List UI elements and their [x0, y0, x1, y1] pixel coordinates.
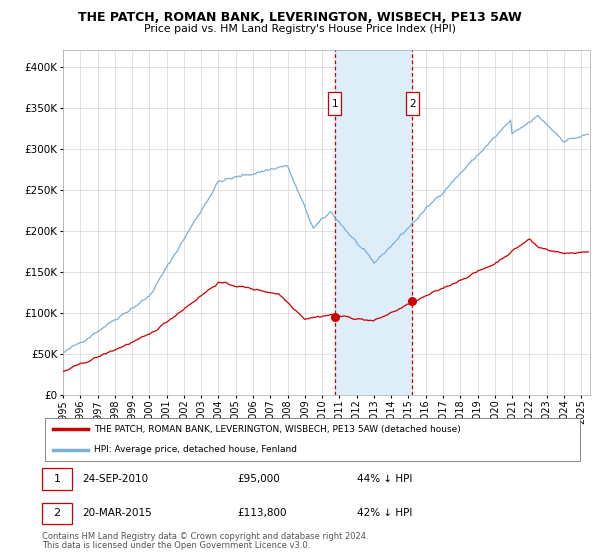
FancyBboxPatch shape [45, 418, 580, 461]
Text: 1: 1 [331, 99, 338, 109]
Text: Contains HM Land Registry data © Crown copyright and database right 2024.: Contains HM Land Registry data © Crown c… [42, 532, 368, 541]
FancyBboxPatch shape [328, 92, 341, 115]
FancyBboxPatch shape [406, 92, 419, 115]
Text: 20-MAR-2015: 20-MAR-2015 [83, 508, 152, 519]
Text: THE PATCH, ROMAN BANK, LEVERINGTON, WISBECH, PE13 5AW: THE PATCH, ROMAN BANK, LEVERINGTON, WISB… [78, 11, 522, 24]
Text: 1: 1 [53, 474, 61, 484]
Text: HPI: Average price, detached house, Fenland: HPI: Average price, detached house, Fenl… [94, 445, 296, 454]
FancyBboxPatch shape [42, 468, 72, 489]
Bar [335, 50, 412, 395]
Text: 24-SEP-2010: 24-SEP-2010 [83, 474, 149, 484]
Text: 2: 2 [409, 99, 416, 109]
Text: 44% ↓ HPI: 44% ↓ HPI [357, 474, 412, 484]
Text: THE PATCH, ROMAN BANK, LEVERINGTON, WISBECH, PE13 5AW (detached house): THE PATCH, ROMAN BANK, LEVERINGTON, WISB… [94, 425, 460, 434]
Text: This data is licensed under the Open Government Licence v3.0.: This data is licensed under the Open Gov… [42, 541, 310, 550]
Text: £95,000: £95,000 [238, 474, 280, 484]
Text: Price paid vs. HM Land Registry's House Price Index (HPI): Price paid vs. HM Land Registry's House … [144, 24, 456, 34]
Text: 42% ↓ HPI: 42% ↓ HPI [357, 508, 412, 519]
FancyBboxPatch shape [42, 503, 72, 524]
Text: 2: 2 [53, 508, 61, 519]
Text: £113,800: £113,800 [238, 508, 287, 519]
